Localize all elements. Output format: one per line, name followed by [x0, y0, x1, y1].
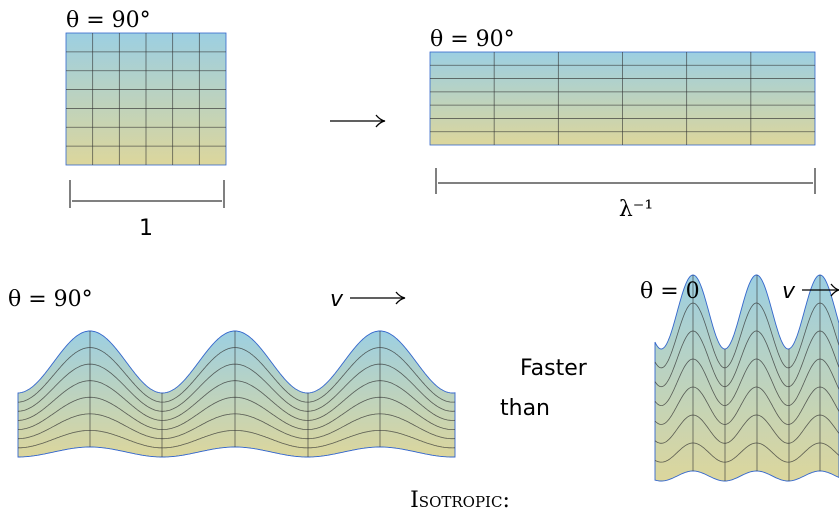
wave-line: [654, 442, 839, 463]
scale-label: 1: [139, 216, 153, 241]
wave-line: [18, 347, 456, 403]
comparison-text: Faster: [520, 356, 588, 381]
wave-line: [654, 386, 839, 425]
wave-line: [17, 396, 455, 430]
wave-line: [654, 302, 839, 369]
velocity-label: v: [782, 279, 796, 304]
scale-bar: [69, 180, 225, 208]
arrow: [330, 114, 386, 128]
wave-label: θ = 0: [640, 279, 700, 304]
scale-bar: [435, 168, 816, 194]
wave-line: [18, 380, 456, 421]
wave-line: [18, 413, 456, 440]
wave-line: [654, 358, 839, 407]
velocity-arrow: [802, 283, 839, 297]
panel-label: θ = 90°: [430, 27, 515, 52]
wave-line: [17, 363, 456, 412]
wave-line: [17, 430, 455, 449]
scale-label: λ⁻¹: [619, 197, 653, 222]
caption: Isotropic:: [410, 488, 510, 513]
panel-grid: [430, 52, 815, 145]
wave-label: θ = 90°: [8, 287, 93, 312]
waves: [17, 274, 839, 482]
wave-line: [654, 414, 839, 444]
wave-line: [654, 330, 839, 388]
velocity-arrow: [350, 291, 406, 305]
panel-label: θ = 90°: [66, 8, 151, 33]
wave-body: [654, 274, 839, 482]
velocity-label: v: [330, 287, 344, 312]
panel-grid: [66, 33, 226, 165]
comparison-text: than: [500, 396, 550, 421]
